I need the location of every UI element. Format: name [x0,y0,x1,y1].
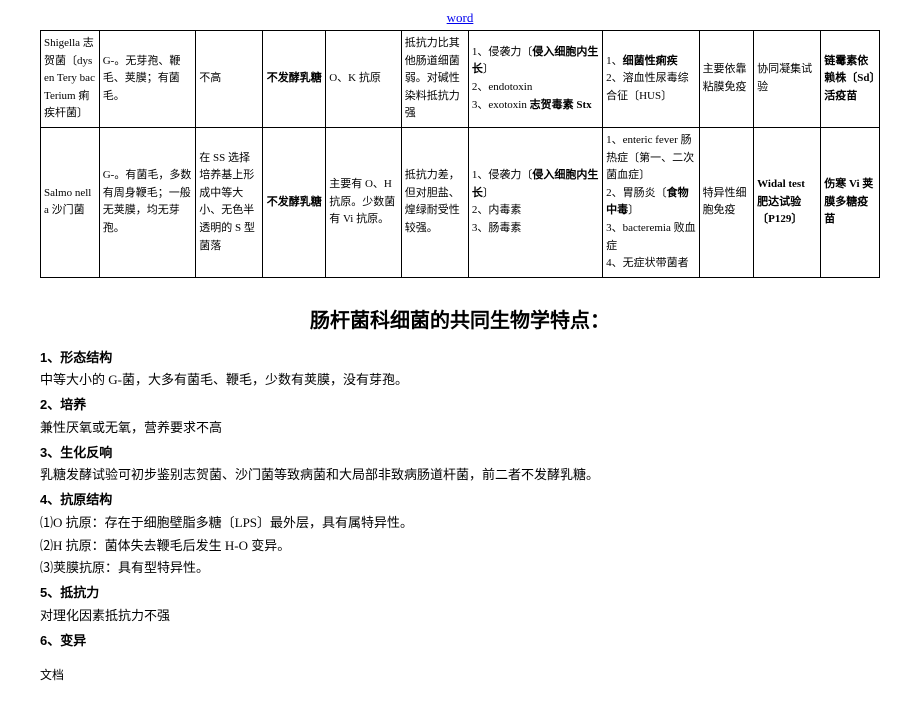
cell-test: 协同凝集试验 [754,31,821,128]
heading-6: 6、变异 [40,630,880,653]
heading-4: 4、抗原结构 [40,489,880,512]
page-header-link: word [40,10,880,26]
body-text: 1、形态结构 中等大小的 G-菌，大多有菌毛、鞭毛，少数有荚膜，没有芽孢。 2、… [40,347,880,653]
table-row: Shigella 志贺菌〔dysen Tery bac Terium 痢疾杆菌〕… [41,31,880,128]
heading-2: 2、培养 [40,394,880,417]
txt: 1、 [606,55,623,67]
cell-morph: G-。无芽孢、鞭毛、荚膜；有菌毛。 [99,31,195,128]
txt: 1、侵袭力〔 [472,169,533,181]
cell-morph: G-。有菌毛，多数有周身鞭毛；一般无荚膜，均无芽孢。 [99,127,195,277]
para-4c: ⑶荚膜抗原：具有型特异性。 [40,557,880,580]
cell-vac: 伤寒 Vi 荚膜多糖疫苗 [821,127,880,277]
heading-5: 5、抵抗力 [40,582,880,605]
para-4b: ⑵H 抗原：菌体失去鞭毛后发生 H-O 变异。 [40,535,880,558]
section-title: 肠杆菌科细菌的共同生物学特点： [40,304,880,333]
txt: 志贺毒素 Stx [530,99,592,111]
heading-3: 3、生化反响 [40,442,880,465]
cell-vac: 链霉素依赖株〔Sd〕活疫苗 [821,31,880,128]
cell-ag: O、K 抗原 [326,31,402,128]
cell-dis: 1、细菌性痢疾 2、溶血性尿毒综合征〔HUS〕 [603,31,699,128]
heading-1: 1、形态结构 [40,347,880,370]
cell-cult: 不高 [196,31,263,128]
txt: 2、溶血性尿毒综合征〔HUS〕 [606,72,689,102]
cell-dis: 1、enteric fever 肠热症〔第一、二次菌血症〕 2、胃肠炎〔食物中毒… [603,127,699,277]
txt: 3、bacteremia 败血症 [606,222,696,252]
txt: 2、胃肠炎〔 [606,187,667,199]
cell-cult: 在 SS 选择培养基上形成中等大小、无色半透明的 S 型菌落 [196,127,263,277]
para-3: 乳糖发酵试验可初步鉴别志贺菌、沙门菌等致病菌和大局部非致病肠道杆菌，前二者不发酵… [40,464,880,487]
cell-path: 1、侵袭力〔侵入细胞内生长〕 2、内毒素 3、肠毒素 [468,127,602,277]
cell-ag: 主要有 O、H 抗原。少数菌有 Vi 抗原。 [326,127,402,277]
txt: 3、肠毒素 [472,222,522,234]
footer-text: 文档 [40,666,880,683]
para-5: 对理化因素抵抗力不强 [40,605,880,628]
para-1: 中等大小的 G-菌，大多有菌毛、鞭毛，少数有荚膜，没有芽孢。 [40,369,880,392]
txt: 〕 [628,204,639,216]
cell-imm: 特异性细胞免疫 [699,127,754,277]
txt: 3、exotoxin [472,99,530,111]
cell-ferm: 不发酵乳糖 [263,31,326,128]
cell-ferm: 不发酵乳糖 [263,127,326,277]
cell-path: 1、侵袭力〔侵入细胞内生长〕 2、endotoxin 3、exotoxin 志贺… [468,31,602,128]
txt: 2、内毒素 [472,204,522,216]
txt: 细菌性痢疾 [623,55,678,67]
cell-name: Salmo nella 沙门菌 [41,127,100,277]
cell-imm: 主要依靠粘膜免疫 [699,31,754,128]
txt: 〕 [483,63,494,75]
cell-test: Widal test 肥达试验〔P129〕 [754,127,821,277]
para-4a: ⑴O 抗原：存在于细胞壁脂多糖〔LPS〕最外层，具有属特异性。 [40,512,880,535]
txt: 1、enteric fever 肠热症〔第一、二次菌血症〕 [606,134,694,181]
txt: 〕 [483,187,494,199]
para-2: 兼性厌氧或无氧，营养要求不高 [40,417,880,440]
txt: 4、无症状带菌者 [606,257,689,269]
cell-resist: 抵抗力比其他肠道细菌弱。对碱性染料抵抗力强 [401,31,468,128]
header-link-text: word [447,10,474,25]
cell-resist: 抵抗力差，但对胆盐、煌绿耐受性较强。 [401,127,468,277]
txt: 1、侵袭力〔 [472,46,533,58]
comparison-table: Shigella 志贺菌〔dysen Tery bac Terium 痢疾杆菌〕… [40,30,880,278]
cell-name: Shigella 志贺菌〔dysen Tery bac Terium 痢疾杆菌〕 [41,31,100,128]
txt: 2、endotoxin [472,81,533,93]
table-row: Salmo nella 沙门菌 G-。有菌毛，多数有周身鞭毛；一般无荚膜，均无芽… [41,127,880,277]
